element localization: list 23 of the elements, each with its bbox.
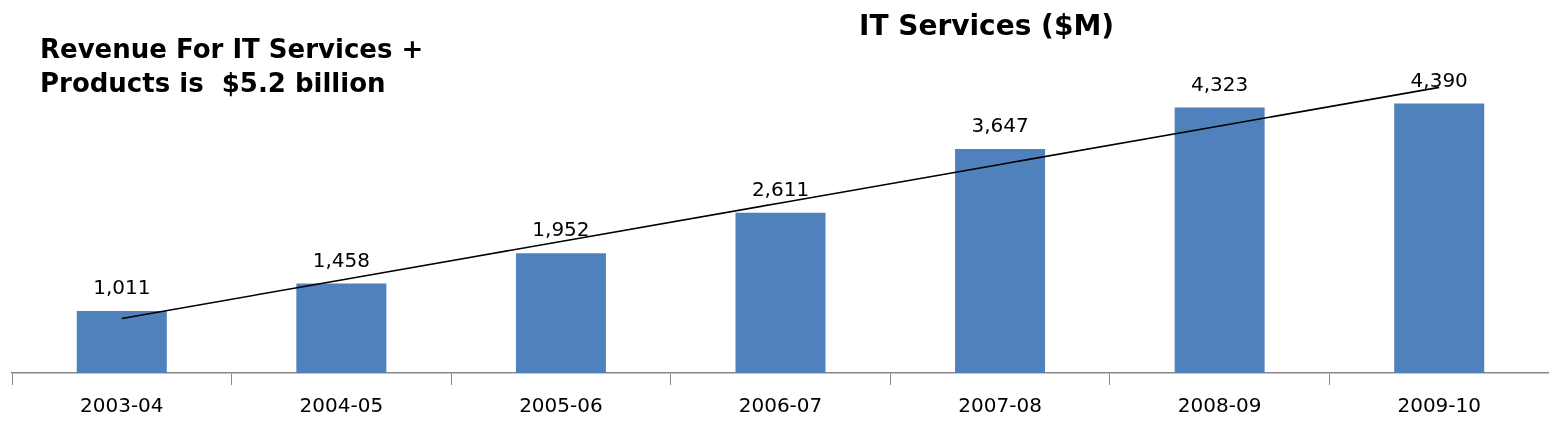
x-tick-label: 2009-10 [1397,393,1481,418]
data-label: 4,323 [1191,71,1249,96]
bar [735,212,826,373]
data-label: 1,952 [532,217,590,242]
bar [1174,107,1265,373]
x-tick-label: 2003-04 [80,393,164,418]
bar [955,149,1046,373]
chart-title: IT Services ($M) [859,9,1115,43]
bar [76,310,167,373]
x-tick-label: 2005-06 [519,393,603,418]
bar [1394,103,1485,373]
annotation: Revenue For IT Services + Products is $5.2 billion [40,33,424,98]
bar [296,283,387,373]
x-tick-label: 2008-09 [1177,393,1262,418]
x-tick-label: 2006-07 [738,393,823,418]
data-label: 1,011 [93,275,151,300]
bar [515,253,606,373]
data-label: 4,390 [1410,67,1468,92]
data-label: 3,647 [971,113,1029,138]
data-label: 2,611 [751,176,810,201]
x-tick-label: 2007-08 [958,393,1042,418]
x-tick-label: 2004-05 [299,393,384,418]
data-label: 1,458 [312,247,370,272]
